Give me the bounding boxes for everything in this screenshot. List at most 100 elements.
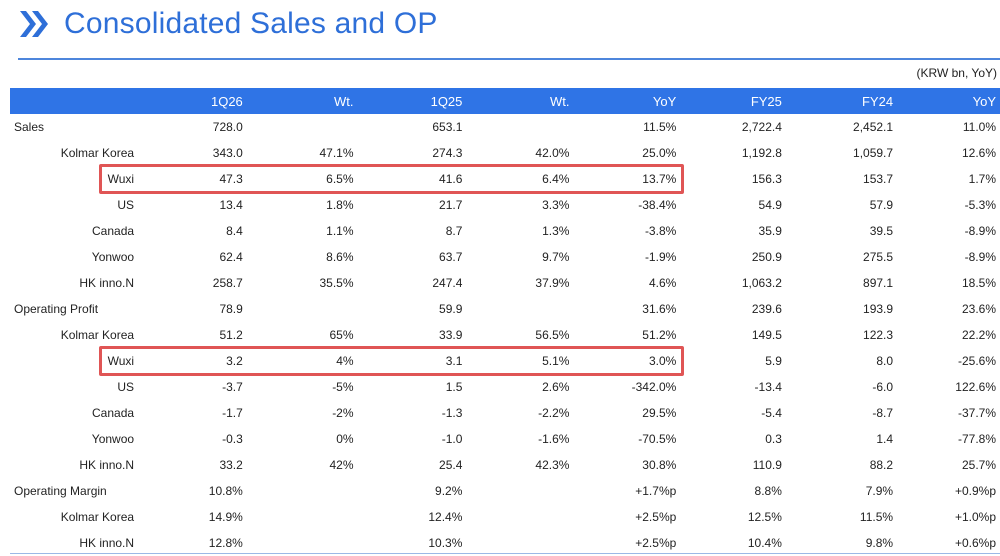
table-cell: -1.7 xyxy=(222,406,243,420)
table-cell: 3.1 xyxy=(445,354,463,368)
section-row: Operating Margin 10.8% 9.2% +1.7%p 8.8% 7.9% +… xyxy=(10,478,1000,504)
table-row: Yonwoo -0.3 0% -1.0 -1.6% -70.5% 0.3 1.4 -77.8% xyxy=(10,426,1000,452)
table-cell: 5.1% xyxy=(542,354,570,368)
table-bottom-rule xyxy=(10,553,1000,554)
table-cell: 122.6% xyxy=(955,380,996,394)
table-cell: -38.4% xyxy=(638,198,677,212)
table-cell: 0.3 xyxy=(765,432,782,446)
table-cell: 7.9% xyxy=(865,484,894,498)
table-cell xyxy=(466,504,573,530)
table-cell: 12.5% xyxy=(747,510,782,524)
table-cell: 1.7% xyxy=(968,172,996,186)
table-cell: 1.5 xyxy=(445,380,463,394)
table-cell: -5.3% xyxy=(964,198,996,212)
row-label: US xyxy=(117,380,135,394)
table-row: Wuxi 3.2 4% 3.1 5.1% 3.0% 5.9 8.0 -25.6% xyxy=(10,348,1000,374)
table-cell: -70.5% xyxy=(638,432,677,446)
table-cell: 35.9 xyxy=(758,224,782,238)
table-row: Canada -1.7 -2% -1.3 -2.2% 29.5% -5.4 -8.7 -37.7… xyxy=(10,400,1000,426)
table-cell: 1,192.8 xyxy=(741,146,782,160)
page-title: Consolidated Sales and OP xyxy=(64,7,438,40)
table-cell: 25.7% xyxy=(961,458,996,472)
table-cell: +1.0%p xyxy=(954,510,996,524)
row-label: Canada xyxy=(92,406,135,420)
table-cell: -3.7 xyxy=(222,380,243,394)
table-cell: +1.7%p xyxy=(635,484,677,498)
table-cell: 8.0 xyxy=(876,354,894,368)
sales-op-table: 1Q26 Wt. 1Q25 Wt. YoY FY25 FY24 YoY Sale… xyxy=(10,88,1000,556)
table-cell: +0.9%p xyxy=(954,484,996,498)
table-cell: 56.5% xyxy=(535,328,570,342)
table-cell: 10.3% xyxy=(428,536,463,550)
table-cell xyxy=(466,296,573,322)
table-cell: 62.4 xyxy=(219,250,243,264)
table-cell: -0.3 xyxy=(222,432,243,446)
table-cell: 2.6% xyxy=(542,380,570,394)
table-cell: 63.7 xyxy=(439,250,463,264)
table-cell: 35.5% xyxy=(319,276,354,290)
table-cell: -5% xyxy=(332,380,354,394)
column-header-1q26: 1Q26 xyxy=(210,93,243,109)
table-cell: 2,452.1 xyxy=(853,120,894,134)
table-cell: 31.6% xyxy=(642,302,677,316)
table-cell: 22.2% xyxy=(961,328,996,342)
table-cell: 343.0 xyxy=(212,146,243,160)
table-cell: 65% xyxy=(329,328,354,342)
table-cell: 11.5% xyxy=(859,510,894,524)
table-cell: 274.3 xyxy=(432,146,463,160)
table-cell: 12.4% xyxy=(428,510,463,524)
table-cell: -1.6% xyxy=(538,432,570,446)
row-label: HK inno.N xyxy=(79,276,135,290)
table-cell: 897.1 xyxy=(863,276,894,290)
row-label: Kolmar Korea xyxy=(60,328,135,342)
table-cell: 1,063.2 xyxy=(741,276,782,290)
table-row: US -3.7 -5% 1.5 2.6% -342.0% -13.4 -6.0 122.6% xyxy=(10,374,1000,400)
table-cell: 122.3 xyxy=(863,328,894,342)
table-cell: 29.5% xyxy=(642,406,677,420)
table-cell: -2% xyxy=(332,406,354,420)
table-cell: 3.2 xyxy=(226,354,243,368)
table-cell: 59.9 xyxy=(439,302,463,316)
table-cell: 88.2 xyxy=(869,458,894,472)
table-cell: 10.8% xyxy=(208,484,243,498)
table-row: HK inno.N 12.8% 10.3% +2.5%p 10.4% 9.8% +0.6%p xyxy=(10,530,1000,556)
table-row: Kolmar Korea 51.2 65% 33.9 56.5% 51.2% 149.5 12… xyxy=(10,322,1000,348)
table-cell: 110.9 xyxy=(752,458,782,472)
table-cell: 156.3 xyxy=(751,172,782,186)
table-cell: 37.9% xyxy=(535,276,570,290)
table-cell: 14.9% xyxy=(208,510,243,524)
row-label: Operating Margin xyxy=(14,484,107,498)
table-cell: 6.5% xyxy=(326,172,354,186)
row-label: Wuxi xyxy=(107,354,135,368)
table-cell: -8.9% xyxy=(964,224,996,238)
table-cell: 728.0 xyxy=(212,120,243,134)
table-cell: 250.9 xyxy=(751,250,782,264)
table-cell: 1.8% xyxy=(326,198,354,212)
unit-note: (KRW bn, YoY) xyxy=(916,66,997,80)
table-row: HK inno.N 33.2 42% 25.4 42.3% 30.8% 110.9 88.2 2… xyxy=(10,452,1000,478)
table-cell: -5.4 xyxy=(761,406,782,420)
table-cell: 3.0% xyxy=(648,354,677,368)
table-cell: 9.7% xyxy=(542,250,570,264)
table-cell: 13.7% xyxy=(642,172,677,186)
table-cell: 78.9 xyxy=(219,302,243,316)
table-cell: 57.9 xyxy=(869,198,894,212)
table-cell: 25.0% xyxy=(642,146,677,160)
table-cell: 5.9 xyxy=(765,354,782,368)
table-row: Canada 8.4 1.1% 8.7 1.3% -3.8% 35.9 39.5 -8.9% xyxy=(10,218,1000,244)
column-header-label xyxy=(10,88,136,114)
column-header-yoy-quarter: YoY xyxy=(652,93,677,109)
table-cell: -2.2% xyxy=(538,406,570,420)
table-cell: 6.4% xyxy=(542,172,570,186)
table-cell: 149.5 xyxy=(751,328,782,342)
column-header-wt-1q25: Wt. xyxy=(549,93,570,109)
table-cell: 11.5% xyxy=(643,120,677,134)
table-cell: 653.1 xyxy=(432,120,463,134)
table-cell: 9.8% xyxy=(865,536,894,550)
table-cell: -8.9% xyxy=(964,250,996,264)
table-cell: 0% xyxy=(336,432,354,446)
table-cell: 8.8% xyxy=(754,484,782,498)
table-cell: 1.1% xyxy=(326,224,354,238)
table-cell: -1.3 xyxy=(441,406,463,420)
row-label: Kolmar Korea xyxy=(60,146,135,160)
